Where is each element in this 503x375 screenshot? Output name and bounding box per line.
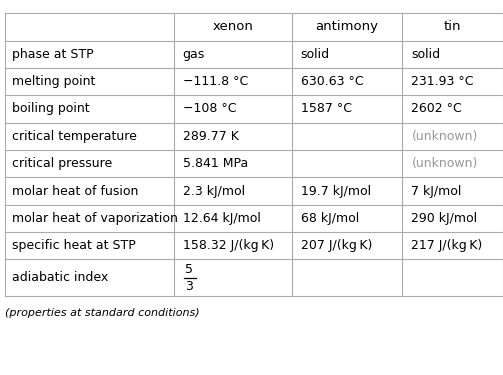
Text: 630.63 °C: 630.63 °C (301, 75, 364, 88)
Text: 158.32 J/(kg K): 158.32 J/(kg K) (183, 239, 274, 252)
Text: 5.841 MPa: 5.841 MPa (183, 157, 248, 170)
Text: gas: gas (183, 48, 205, 61)
Text: 217 J/(kg K): 217 J/(kg K) (411, 239, 483, 252)
Text: (unknown): (unknown) (411, 130, 478, 143)
Text: 2602 °C: 2602 °C (411, 102, 462, 116)
Text: phase at STP: phase at STP (12, 48, 93, 61)
Text: critical pressure: critical pressure (12, 157, 112, 170)
Text: (unknown): (unknown) (411, 157, 478, 170)
Text: melting point: melting point (12, 75, 95, 88)
Text: 12.64 kJ/mol: 12.64 kJ/mol (183, 212, 261, 225)
Text: 207 J/(kg K): 207 J/(kg K) (301, 239, 372, 252)
Text: 290 kJ/mol: 290 kJ/mol (411, 212, 477, 225)
Text: specific heat at STP: specific heat at STP (12, 239, 135, 252)
Text: 289.77 K: 289.77 K (183, 130, 238, 143)
Text: 7 kJ/mol: 7 kJ/mol (411, 184, 462, 198)
Text: 1587 °C: 1587 °C (301, 102, 352, 116)
Text: 2.3 kJ/mol: 2.3 kJ/mol (183, 184, 245, 198)
Text: critical temperature: critical temperature (12, 130, 136, 143)
Text: 5: 5 (185, 263, 193, 276)
Text: xenon: xenon (212, 20, 253, 33)
Text: solid: solid (301, 48, 330, 61)
Text: adiabatic index: adiabatic index (12, 272, 108, 284)
Text: molar heat of fusion: molar heat of fusion (12, 184, 138, 198)
Text: boiling point: boiling point (12, 102, 89, 116)
Text: antimony: antimony (315, 20, 379, 33)
Text: (properties at standard conditions): (properties at standard conditions) (5, 308, 200, 318)
Text: 68 kJ/mol: 68 kJ/mol (301, 212, 359, 225)
Text: solid: solid (411, 48, 441, 61)
Text: −111.8 °C: −111.8 °C (183, 75, 248, 88)
Text: 3: 3 (185, 280, 193, 293)
Text: 231.93 °C: 231.93 °C (411, 75, 474, 88)
Text: −108 °C: −108 °C (183, 102, 236, 116)
Text: molar heat of vaporization: molar heat of vaporization (12, 212, 178, 225)
Text: 19.7 kJ/mol: 19.7 kJ/mol (301, 184, 371, 198)
Text: tin: tin (444, 20, 461, 33)
